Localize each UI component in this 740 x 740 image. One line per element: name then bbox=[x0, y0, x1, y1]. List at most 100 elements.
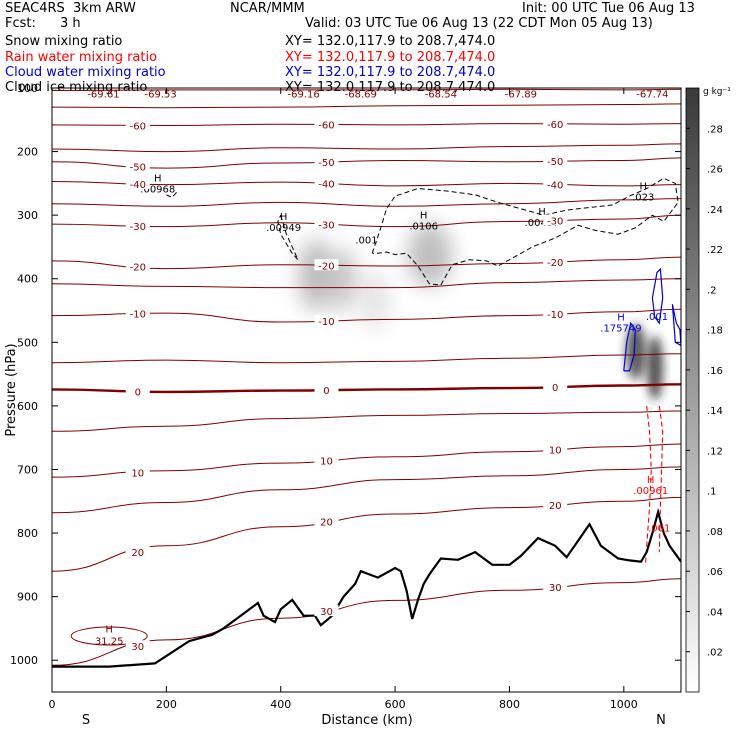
agency-label: NCAR/MMM bbox=[230, 1, 305, 16]
temp-closed-contour bbox=[70, 626, 148, 646]
temp-label-bg bbox=[125, 177, 150, 189]
temp-label-bg bbox=[125, 466, 150, 478]
temp-contour-5 bbox=[52, 410, 681, 432]
temp-contour-label: -10 bbox=[547, 310, 563, 321]
temp-label-bg bbox=[543, 214, 568, 226]
cloud-ice-contour bbox=[371, 177, 679, 286]
temp-contour--65 bbox=[52, 103, 681, 109]
colorbar-tick-label: .04 bbox=[707, 607, 723, 618]
temp-contour-label: 0 bbox=[323, 386, 329, 397]
temp-contour-label: 30 bbox=[549, 583, 562, 594]
init-time: Init: 00 UTC Tue 06 Aug 13 bbox=[522, 1, 695, 16]
temp-contour-label: -40 bbox=[318, 180, 334, 191]
temp-value-label: -68.69 bbox=[345, 90, 377, 101]
model-title: SEAC4RS 3km ARW bbox=[5, 1, 136, 16]
hydrometeor-value-label: .001 bbox=[646, 312, 668, 323]
temperature-contours bbox=[52, 88, 681, 666]
fcst-label: Fcst: bbox=[5, 16, 36, 31]
cloud-water-contour bbox=[623, 321, 636, 372]
plot-frame bbox=[51, 87, 682, 693]
snow-shade-blob bbox=[647, 336, 663, 400]
terrain-profile bbox=[52, 507, 681, 668]
temp-label-bg bbox=[543, 381, 568, 393]
temp-label-bg bbox=[125, 260, 150, 272]
hydrometeor-max-marker: H bbox=[154, 174, 162, 185]
temp-contour-20 bbox=[52, 496, 681, 572]
temp-contour-label: -60 bbox=[130, 121, 146, 132]
hydrometeor-max-marker: H bbox=[420, 211, 428, 222]
temp-contour-label: 30 bbox=[320, 607, 333, 618]
y-tick-label: 1000 bbox=[10, 654, 38, 667]
y-tick-label: 700 bbox=[17, 463, 38, 476]
temp-contour-15 bbox=[52, 466, 681, 514]
temp-contour-label: 30 bbox=[131, 642, 144, 653]
field-xy-snow: XY= 132.0,117.9 to 208.7,474.0 bbox=[285, 34, 496, 49]
colorbar-tick-label: .24 bbox=[707, 205, 723, 216]
hydrometeor-value-label: .00457 bbox=[525, 218, 560, 229]
temp-label-bg bbox=[125, 385, 150, 397]
temp-contour-label: -10 bbox=[318, 317, 334, 328]
colorbar-tick-label: .28 bbox=[707, 124, 723, 135]
cloud-water-contour bbox=[651, 267, 664, 325]
temp-contour-label: 0 bbox=[552, 383, 558, 394]
x-axis-left-end: S bbox=[82, 713, 90, 728]
temp-contour-label: -20 bbox=[547, 258, 563, 269]
temp-value-label: -67.74 bbox=[636, 90, 668, 101]
snow-shade-blob bbox=[326, 248, 358, 312]
temp-label-bg bbox=[125, 640, 150, 652]
temp-label-bg bbox=[314, 218, 339, 230]
y-tick-label: 100 bbox=[17, 82, 38, 95]
hydrometeor-max-marker: H bbox=[538, 207, 546, 218]
terrain-line bbox=[52, 507, 681, 668]
temp-contour-label: -30 bbox=[130, 222, 146, 233]
valid-time: Valid: 03 UTC Tue 06 Aug 13 (22 CDT Mon … bbox=[305, 16, 653, 31]
x-axis-right-end: N bbox=[656, 713, 666, 728]
temp-value-label: -69.16 bbox=[287, 90, 319, 101]
temp-contour-label: -50 bbox=[130, 163, 146, 174]
temp-value-label: -68.54 bbox=[425, 90, 457, 101]
y-tick-label: 900 bbox=[17, 591, 38, 604]
temp-label-bg bbox=[125, 307, 150, 319]
x-tick-label: 600 bbox=[385, 698, 406, 711]
temp-label-bg bbox=[543, 255, 568, 267]
temp-value-label: -69.61 bbox=[87, 90, 119, 101]
x-tick-label: 200 bbox=[156, 698, 177, 711]
temp-contour-label: -50 bbox=[547, 157, 563, 168]
colorbar-ramp bbox=[685, 87, 700, 693]
temp-label-bg bbox=[125, 119, 150, 131]
temp-contour-30 bbox=[52, 578, 681, 666]
fcst-value: 3 h bbox=[60, 16, 81, 31]
y-tick-label: 800 bbox=[17, 527, 38, 540]
temp-label-bg bbox=[543, 178, 568, 190]
x-tick-label: 0 bbox=[49, 698, 56, 711]
cloud-water-contours bbox=[623, 267, 681, 372]
field-name-rain: Rain water mixing ratio bbox=[5, 50, 158, 65]
temp-contour-label: -20 bbox=[318, 261, 334, 272]
hydrometeor-value-label: .175749 bbox=[600, 323, 641, 334]
temp-contour--55 bbox=[52, 143, 681, 153]
x-tick-label: 800 bbox=[499, 698, 520, 711]
colorbar-tick-label: .06 bbox=[707, 567, 723, 578]
colorbar-tick-label: .08 bbox=[707, 527, 723, 538]
temp-value-label: -69.53 bbox=[145, 90, 177, 101]
temp-contour-label: 10 bbox=[320, 457, 333, 468]
hydrometeor-value-label: .00968 bbox=[140, 185, 175, 196]
colorbar-unit: g kg⁻¹ bbox=[703, 87, 731, 97]
temp-label-bg bbox=[543, 499, 568, 511]
temp-contour--40 bbox=[52, 181, 681, 187]
temp-contour-label: -30 bbox=[547, 216, 563, 227]
hydrometeor-value-label: .001 bbox=[355, 236, 377, 247]
colorbar: g kg⁻¹ .02 .04 .06 .08 .1 .12 .14 .16 .18 .2 .22 .2… bbox=[685, 87, 731, 693]
cloud-ice-contour bbox=[277, 214, 299, 261]
colorbar-tick-label: .16 bbox=[707, 366, 723, 377]
temp-label-bg bbox=[543, 581, 568, 593]
hydrometeor-value-label: .00961 bbox=[633, 486, 668, 497]
field-name-cloudwater: Cloud water mixing ratio bbox=[5, 65, 166, 80]
x-axis-label: Distance (km) bbox=[321, 713, 412, 728]
extremum-value: 31.25 bbox=[95, 637, 124, 648]
y-axis-label: Pressure (hPa) bbox=[4, 343, 19, 436]
temp-label-bg bbox=[314, 454, 339, 466]
temp-contour-label: -60 bbox=[318, 120, 334, 131]
